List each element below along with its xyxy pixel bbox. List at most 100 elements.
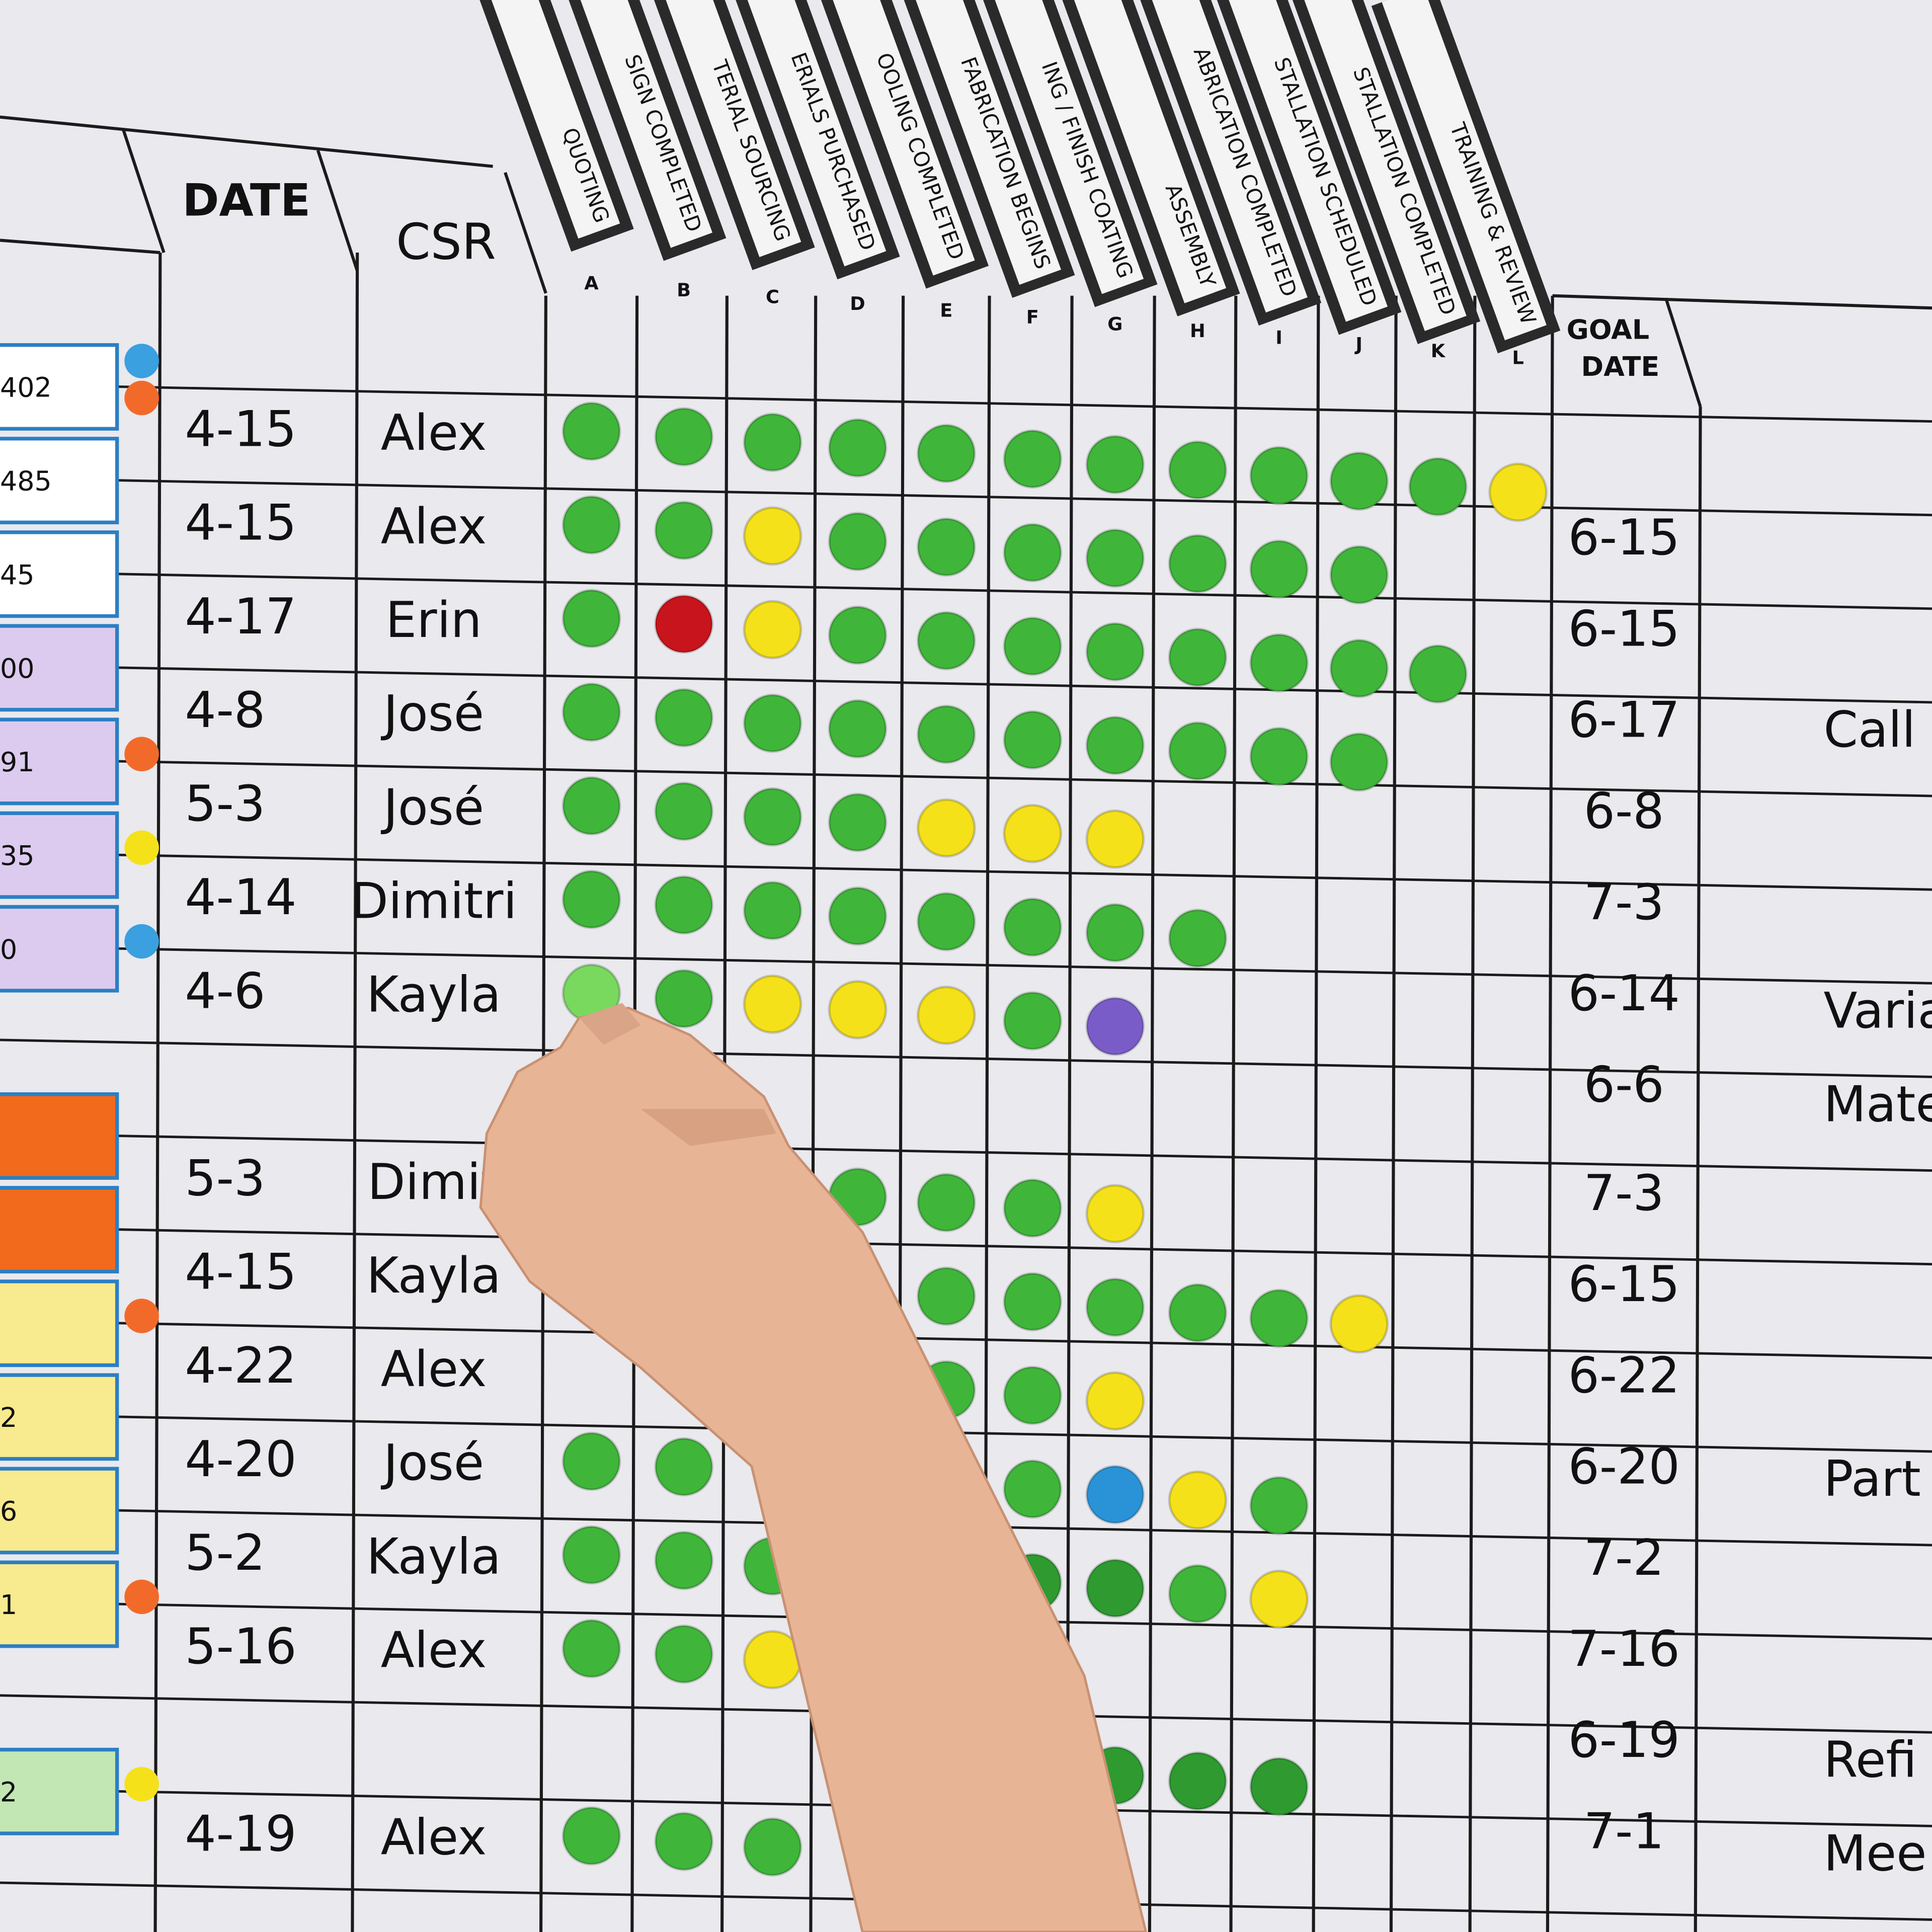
progress-dot — [1329, 451, 1389, 511]
progress-dot — [1249, 633, 1309, 693]
stage-tab-card — [1061, 0, 1227, 303]
progress-dot — [561, 1431, 621, 1491]
goal-date: 6-8 — [1584, 783, 1664, 840]
grid-line — [0, 1226, 1932, 1266]
stage-letter: C — [766, 286, 779, 307]
progress-dot — [1085, 1558, 1145, 1618]
start-date: 4-8 — [185, 682, 265, 739]
progress-dot — [917, 986, 976, 1045]
progress-dot — [743, 975, 802, 1034]
progress-dot — [1249, 1289, 1309, 1348]
job-tag — [0, 1467, 119, 1555]
goal-date: 7-3 — [1584, 1165, 1664, 1222]
note: Varia — [1823, 982, 1932, 1039]
progress-dot — [828, 792, 888, 852]
progress-dot — [1003, 616, 1063, 676]
progress-dot — [828, 887, 888, 946]
job-tag-number: 2 — [0, 1776, 17, 1808]
csr-name: Kayla — [366, 967, 501, 1024]
grid-line — [0, 1319, 1932, 1359]
grid-line — [153, 253, 162, 1932]
csr-name: Alex — [381, 1809, 487, 1867]
job-tag-number: 0 — [0, 933, 17, 965]
goal-date: 6-15 — [1568, 509, 1680, 567]
goal-date: 6-17 — [1568, 691, 1680, 749]
progress-dot — [917, 611, 976, 671]
progress-dot — [1488, 462, 1548, 522]
job-tag — [0, 1092, 119, 1180]
stage-tab-card — [721, 0, 887, 267]
job-tag — [0, 905, 119, 993]
progress-dot — [743, 881, 802, 940]
status-marker — [124, 380, 159, 416]
progress-dot — [1085, 1277, 1145, 1337]
csr-name: José — [380, 779, 484, 836]
stage-letter: H — [1190, 320, 1205, 342]
progress-dot — [1003, 1365, 1063, 1425]
csr-name: José — [380, 685, 484, 743]
progress-dot — [561, 589, 621, 649]
progress-dot — [1168, 534, 1228, 594]
progress-dot — [561, 776, 621, 836]
job-tag-number: 45 — [0, 559, 35, 591]
stage-tab-card — [896, 0, 1062, 285]
progress-dot — [917, 1173, 976, 1232]
start-date: 4-14 — [185, 869, 296, 926]
progress-dot — [917, 517, 976, 577]
stage-letter: J — [1354, 334, 1362, 355]
job-tag — [0, 1560, 119, 1648]
csr-name: Alex — [381, 1341, 487, 1398]
progress-dot — [1003, 991, 1063, 1051]
start-date: 4-20 — [185, 1431, 296, 1488]
progress-dot — [743, 1817, 802, 1877]
goal-date-header: DATE — [1581, 351, 1660, 382]
note: Part — [1823, 1451, 1920, 1508]
progress-dot — [1329, 545, 1389, 605]
job-tag — [0, 437, 119, 525]
progress-dot — [828, 605, 888, 665]
stage-letter: G — [1107, 313, 1122, 335]
stage-tab-card — [810, 0, 975, 276]
start-date: 4-19 — [185, 1805, 296, 1863]
grid-line — [0, 570, 1932, 610]
job-tag-number: 00 — [0, 653, 35, 684]
progress-dot — [828, 512, 888, 572]
start-date: 4-17 — [185, 588, 296, 646]
note: Refi — [1823, 1731, 1917, 1789]
progress-dot — [654, 875, 713, 935]
hand-and-arm — [479, 1003, 1148, 1932]
status-marker — [124, 737, 159, 772]
progress-dot — [1003, 1178, 1063, 1238]
progress-dot — [743, 413, 802, 472]
progress-dot — [917, 892, 976, 951]
grid-line — [1389, 295, 1398, 1932]
csr-name: Kayla — [366, 1528, 501, 1585]
start-date: 5-2 — [185, 1524, 265, 1582]
start-date: 4-6 — [185, 962, 265, 1020]
stage-letter: E — [940, 299, 952, 321]
grid-line — [0, 664, 1932, 704]
stage-letter: I — [1275, 327, 1282, 348]
job-tag — [0, 1373, 119, 1461]
progress-dot — [828, 980, 888, 1039]
status-marker — [124, 830, 159, 865]
goal-date: 6-14 — [1568, 965, 1680, 1022]
progress-dot — [1249, 1570, 1309, 1629]
status-marker — [124, 1579, 159, 1615]
progress-dot — [1003, 523, 1063, 583]
note: Mee — [1823, 1825, 1926, 1883]
job-tag-number: 485 — [0, 465, 52, 497]
job-tag — [0, 1747, 119, 1835]
progress-dot — [561, 1806, 621, 1866]
csr-name: José — [380, 1434, 484, 1492]
progress-dot — [561, 1525, 621, 1585]
csr-name: Alex — [381, 405, 487, 462]
stage-letter: K — [1431, 340, 1446, 362]
stage-tab-card — [1143, 0, 1308, 313]
progress-dot — [743, 506, 802, 566]
start-date: 4-15 — [185, 401, 296, 458]
stage-letter: L — [1512, 347, 1523, 369]
progress-dot — [1168, 1751, 1228, 1811]
grid-line — [0, 476, 1932, 517]
